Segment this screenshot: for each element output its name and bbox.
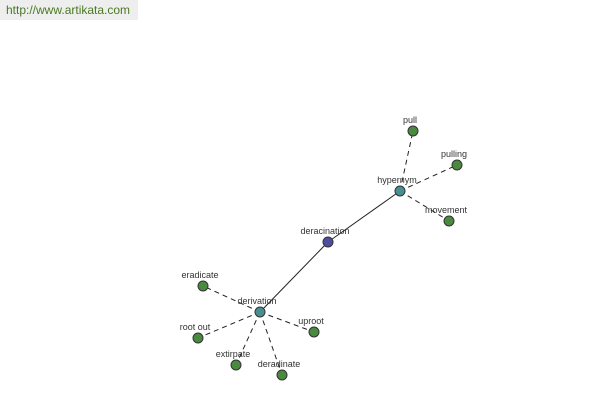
edge xyxy=(259,311,283,376)
edge xyxy=(399,130,414,192)
edge xyxy=(197,311,261,339)
node xyxy=(192,332,204,344)
node-label: pull xyxy=(403,115,417,125)
node-label: derivation xyxy=(237,296,276,306)
edge xyxy=(259,241,329,313)
node xyxy=(394,185,406,197)
node xyxy=(276,369,288,381)
node-label: hypernym xyxy=(377,175,417,185)
node-label: uproot xyxy=(298,316,324,326)
node-label: root out xyxy=(180,322,211,332)
node-label: eradicate xyxy=(181,270,218,280)
node xyxy=(254,306,266,318)
edge xyxy=(259,311,315,333)
edge xyxy=(399,164,458,192)
site-link[interactable]: http://www.artikata.com xyxy=(0,0,138,20)
node-label: deracination xyxy=(300,226,349,236)
node xyxy=(443,215,455,227)
edge xyxy=(399,190,450,222)
node xyxy=(230,359,242,371)
node-label: movement xyxy=(425,205,468,215)
node xyxy=(308,326,320,338)
edge xyxy=(202,285,261,313)
edge xyxy=(235,311,261,366)
node-label: pulling xyxy=(441,149,467,159)
node xyxy=(197,280,209,292)
edge xyxy=(327,190,401,243)
node xyxy=(451,159,463,171)
node xyxy=(322,236,334,248)
node xyxy=(407,125,419,137)
node-label: extirpate xyxy=(216,349,251,359)
node-label: deradinate xyxy=(258,359,301,369)
